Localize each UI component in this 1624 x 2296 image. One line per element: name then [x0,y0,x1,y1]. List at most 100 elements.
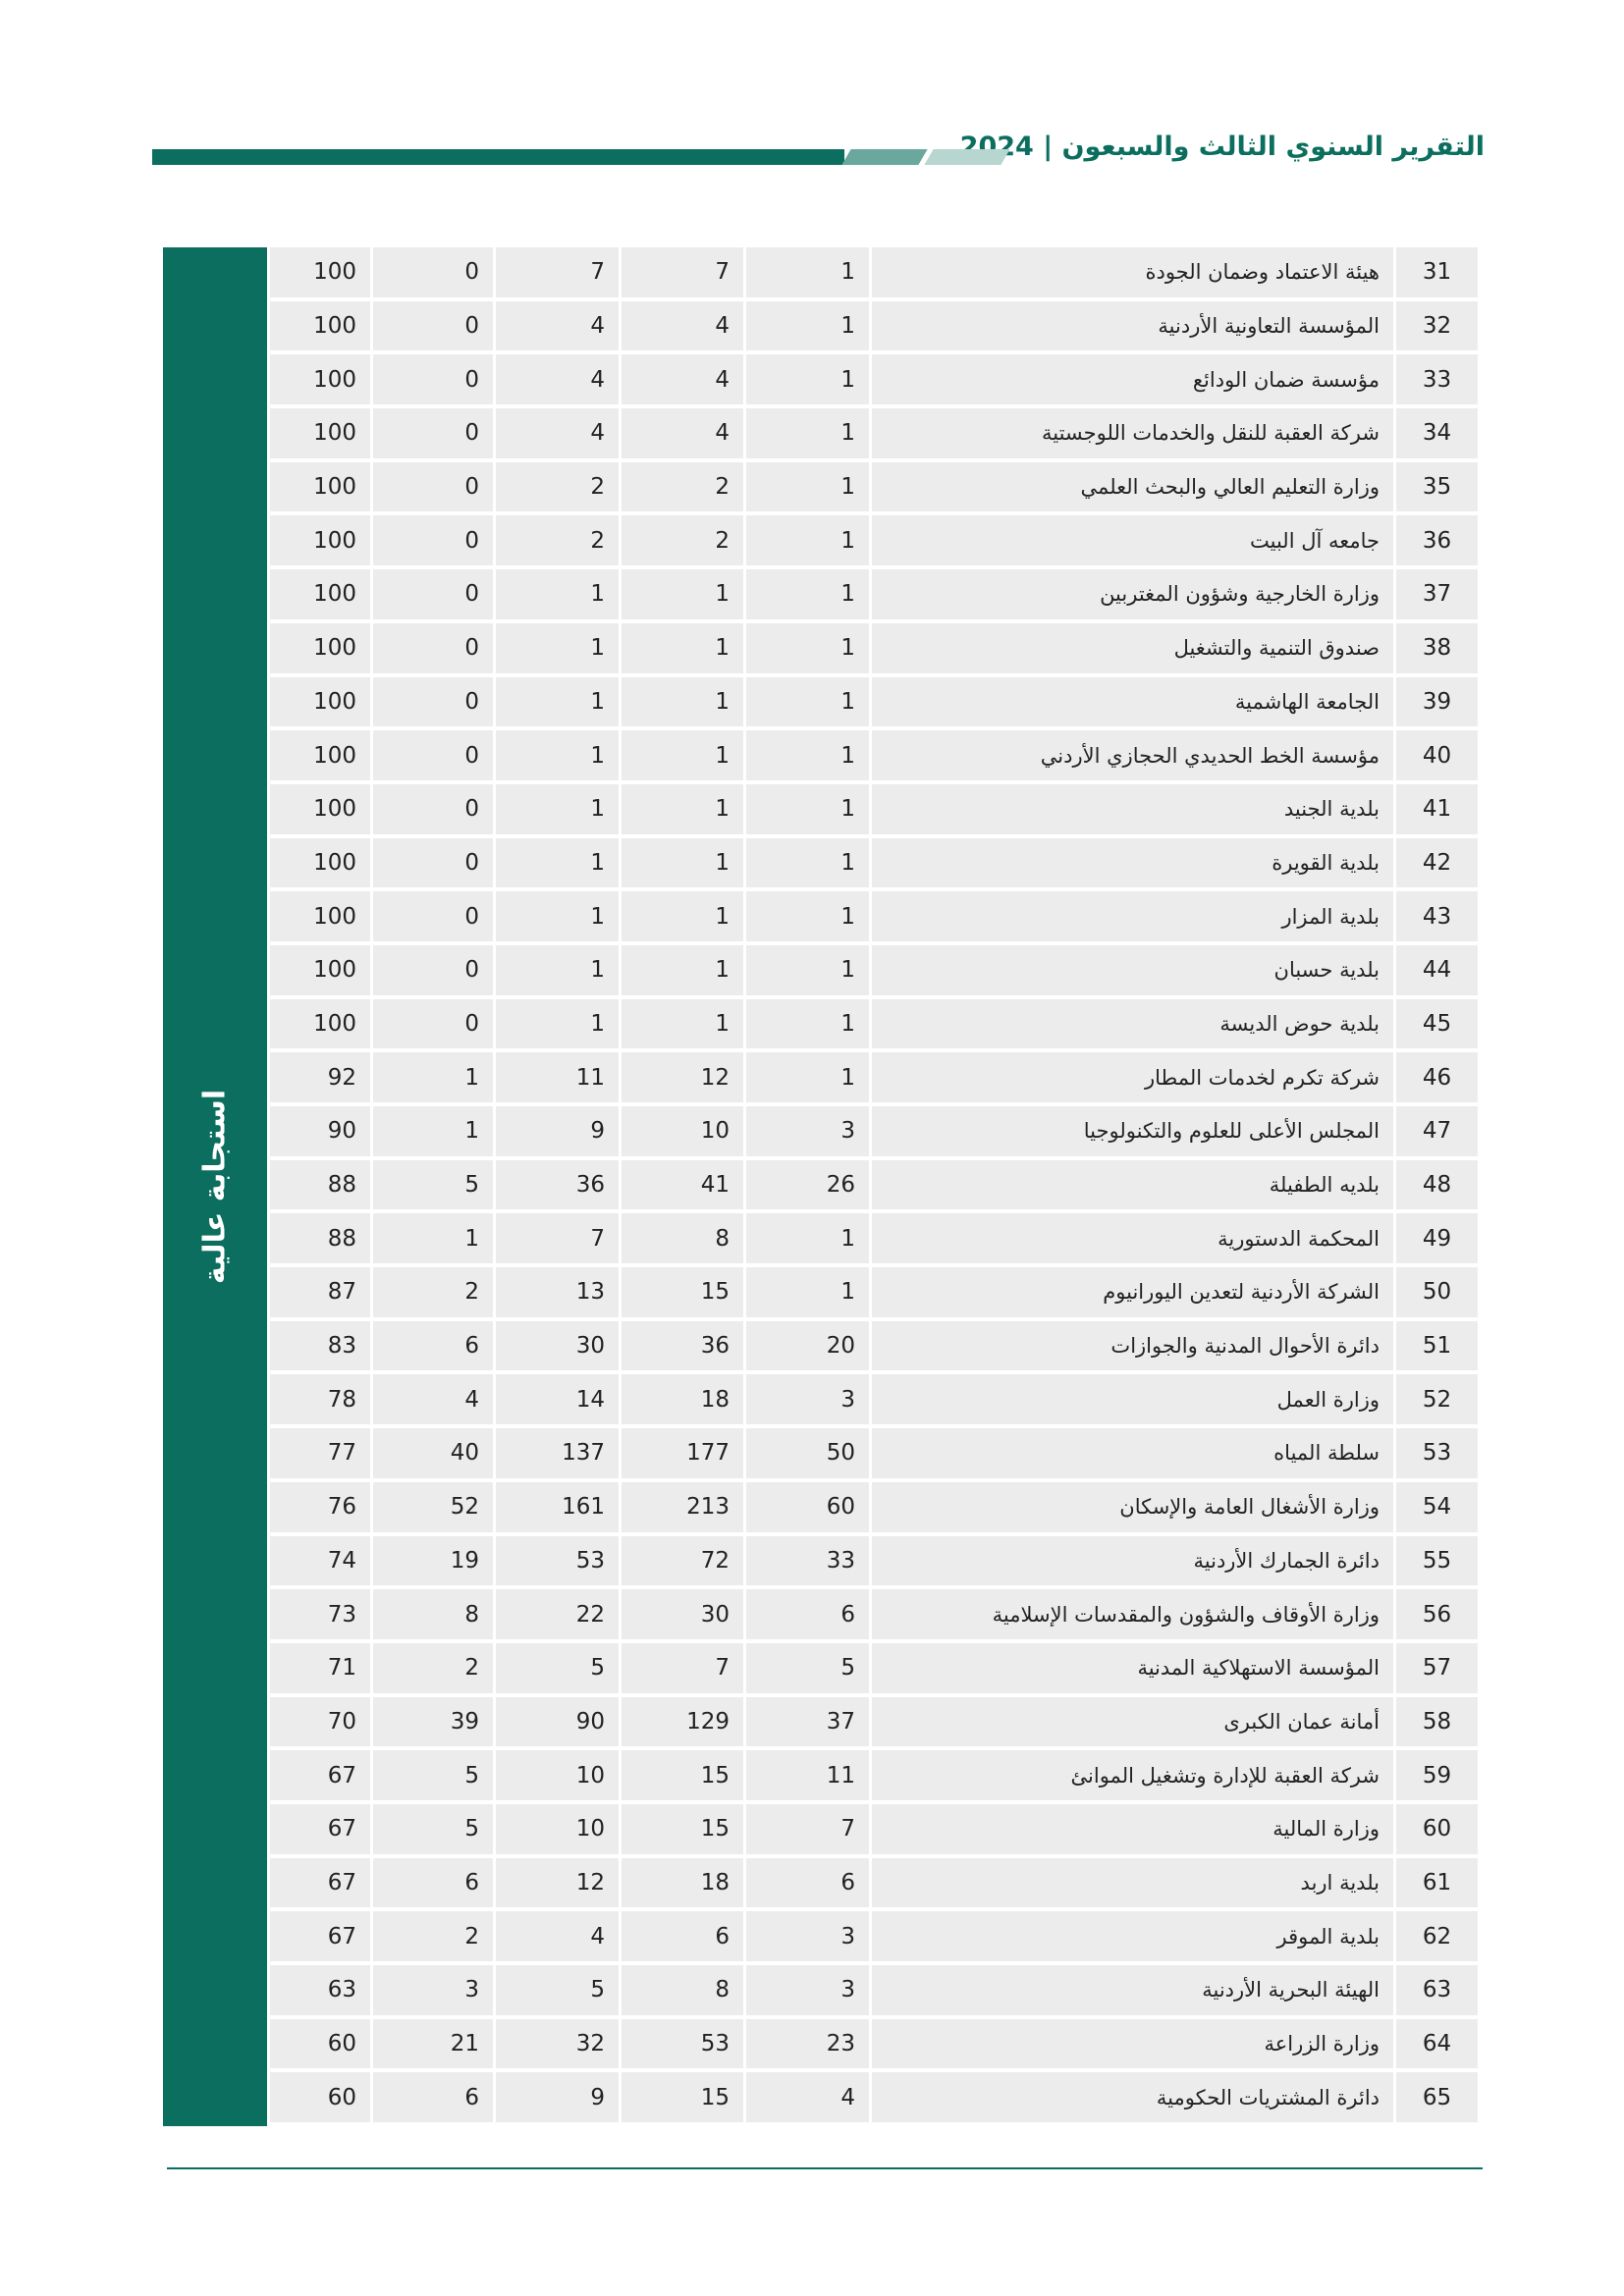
value-cell: 4 [622,300,743,351]
percent-cell: 76 [270,1481,370,1532]
value-cell: 0 [373,730,493,780]
percent-cell: 63 [270,1965,370,2015]
value-cell: 12 [496,1857,619,1908]
percent-cell: 67 [270,1857,370,1908]
table-row: 73 8 22 30 6 وزارة الأوقاف والشؤون والمقدسات … [270,1589,1483,1643]
value-cell: 1 [746,408,869,458]
value-cell: 0 [373,622,493,673]
value-cell: 1 [622,998,743,1049]
value-cell: 52 [373,1481,493,1532]
row-number: 45 [1396,998,1478,1049]
percent-cell: 92 [270,1052,370,1102]
value-cell: 0 [373,569,493,619]
table-row: 100 0 4 4 1 مؤسسة ضمان الودائع 33 [270,354,1483,408]
row-number: 65 [1396,2072,1478,2123]
value-cell: 36 [496,1159,619,1210]
value-cell: 0 [373,408,493,458]
value-cell: 8 [622,1213,743,1264]
value-cell: 40 [373,1428,493,1478]
value-cell: 5 [746,1642,869,1693]
percent-cell: 100 [270,783,370,834]
row-number: 56 [1396,1589,1478,1639]
value-cell: 129 [622,1696,743,1747]
value-cell: 7 [496,1213,619,1264]
value-cell: 18 [622,1857,743,1908]
percent-cell: 90 [270,1106,370,1156]
value-cell: 4 [746,2072,869,2123]
percent-cell: 70 [270,1696,370,1747]
table-row: 90 1 9 10 3 المجلس الأعلى للعلوم والتكنولوجيا… [270,1106,1483,1160]
table-row: 67 5 10 15 11 شركة العقبة للإدارة وتشغيل المو… [270,1750,1483,1804]
entity-name: بلديه الطفيلة [872,1159,1393,1210]
row-number: 63 [1396,1965,1478,2015]
entity-name: وزارة الخارجية وشؤون المغتربين [872,569,1393,619]
value-cell: 72 [622,1535,743,1586]
header-bar-accent-light [924,149,1010,165]
value-cell: 8 [373,1589,493,1639]
table-row: 100 0 1 1 1 بلدية المزار 43 [270,891,1483,945]
value-cell: 6 [373,2072,493,2123]
table-row: 100 0 1 1 1 وزارة الخارجية وشؤون المغتربين 37 [270,569,1483,623]
value-cell: 1 [746,515,869,566]
value-cell: 3 [746,1106,869,1156]
value-cell: 53 [496,1535,619,1586]
value-cell: 4 [622,408,743,458]
percent-cell: 88 [270,1159,370,1210]
value-cell: 4 [496,300,619,351]
percent-cell: 60 [270,2072,370,2123]
value-cell: 11 [496,1052,619,1102]
row-number: 41 [1396,783,1478,834]
value-cell: 1 [496,622,619,673]
value-cell: 2 [622,515,743,566]
value-cell: 7 [746,1803,869,1854]
percent-cell: 100 [270,676,370,727]
row-number: 62 [1396,1911,1478,1961]
value-cell: 1 [746,622,869,673]
value-cell: 1 [496,891,619,941]
entity-name: وزارة المالية [872,1803,1393,1854]
row-number: 35 [1396,461,1478,512]
value-cell: 6 [373,1857,493,1908]
value-cell: 1 [496,569,619,619]
value-cell: 0 [373,891,493,941]
table-row: 70 39 90 129 37 أمانة عمان الكبرى 58 [270,1696,1483,1751]
value-cell: 0 [373,944,493,995]
value-cell: 161 [496,1481,619,1532]
value-cell: 5 [496,1642,619,1693]
value-cell: 20 [746,1320,869,1371]
value-cell: 39 [373,1696,493,1747]
value-cell: 0 [373,515,493,566]
value-cell: 41 [622,1159,743,1210]
row-number: 32 [1396,300,1478,351]
percent-cell: 78 [270,1374,370,1425]
percent-cell: 100 [270,247,370,297]
entity-name: دائرة المشتريات الحكومية [872,2072,1393,2123]
row-number: 36 [1396,515,1478,566]
table-row: 78 4 14 18 3 وزارة العمل 52 [270,1374,1483,1428]
entity-name: دائرة الأحوال المدنية والجوازات [872,1320,1393,1371]
value-cell: 1 [496,676,619,727]
table-row: 100 0 7 7 1 هيئة الاعتماد وضمان الجودة 31 [270,247,1483,301]
percent-cell: 83 [270,1320,370,1371]
entity-name: الهيئة البحرية الأردنية [872,1965,1393,2015]
value-cell: 1 [622,622,743,673]
percent-cell: 67 [270,1803,370,1854]
value-cell: 7 [622,1642,743,1693]
value-cell: 11 [746,1750,869,1800]
value-cell: 3 [746,1911,869,1961]
entity-name: وزارة العمل [872,1374,1393,1425]
row-number: 38 [1396,622,1478,673]
row-number: 43 [1396,891,1478,941]
table-row: 100 0 4 4 1 شركة العقبة للنقل والخدمات اللوجس… [270,408,1483,462]
value-cell: 1 [746,354,869,405]
percent-cell: 60 [270,2018,370,2069]
value-cell: 1 [746,1267,869,1317]
value-cell: 1 [373,1052,493,1102]
value-cell: 6 [746,1857,869,1908]
value-cell: 26 [746,1159,869,1210]
value-cell: 1 [746,247,869,297]
value-cell: 13 [496,1267,619,1317]
value-cell: 1 [373,1213,493,1264]
value-cell: 0 [373,676,493,727]
value-cell: 1 [746,998,869,1049]
